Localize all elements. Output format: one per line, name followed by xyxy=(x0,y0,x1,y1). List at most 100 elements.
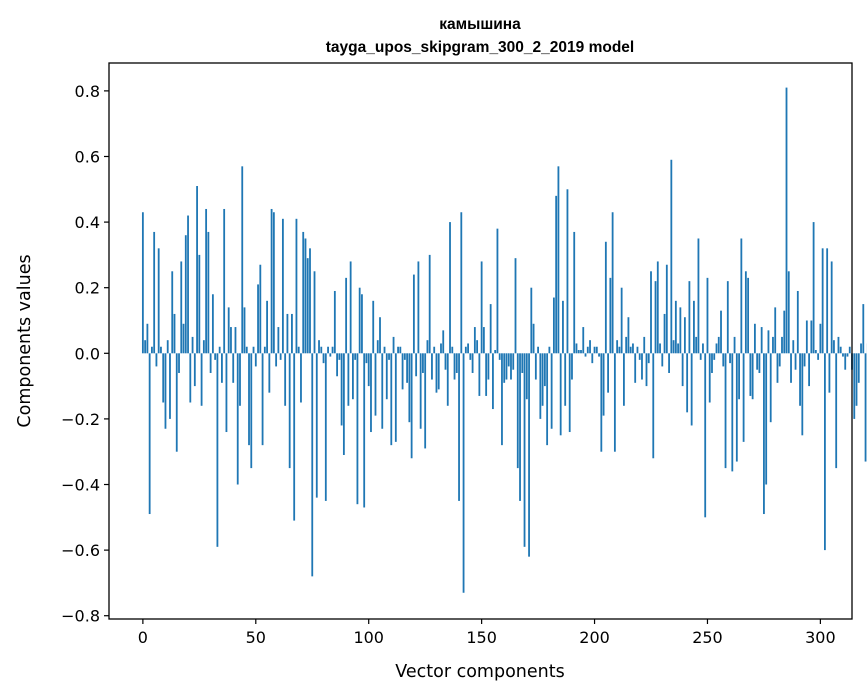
bar-141 xyxy=(460,212,463,354)
bar-154 xyxy=(489,304,492,354)
bar-225 xyxy=(650,271,652,354)
bar-288 xyxy=(792,340,795,354)
bar-166 xyxy=(516,353,519,469)
y-axis-label: Components values xyxy=(15,254,35,427)
bar-315 xyxy=(853,353,856,419)
bar-13 xyxy=(171,271,174,354)
bar-255 xyxy=(717,336,720,354)
x-tick-label: 50 xyxy=(246,628,266,647)
bar-110 xyxy=(390,353,393,446)
bar-249 xyxy=(704,353,707,518)
bar-197 xyxy=(586,346,589,354)
bar-290 xyxy=(796,290,799,354)
bar-89 xyxy=(342,353,345,455)
bar-1 xyxy=(144,340,147,354)
bar-259 xyxy=(726,281,729,354)
bar-294 xyxy=(805,320,808,354)
bar-266 xyxy=(742,353,745,442)
bar-74 xyxy=(309,248,311,354)
bar-231 xyxy=(663,313,666,354)
bar-281 xyxy=(776,353,779,383)
bar-279 xyxy=(772,336,774,354)
bar-309 xyxy=(839,346,842,354)
bar-142 xyxy=(462,353,465,593)
x-tick-label: 300 xyxy=(805,628,836,647)
bar-286 xyxy=(787,271,790,354)
bar-10 xyxy=(164,353,167,429)
bar-2 xyxy=(146,323,149,354)
bar-159 xyxy=(501,353,503,446)
bar-242 xyxy=(688,281,691,354)
bar-129 xyxy=(433,346,436,354)
bar-122 xyxy=(417,261,420,354)
bar-series xyxy=(141,87,867,593)
bar-87 xyxy=(338,353,341,360)
bar-243 xyxy=(690,353,693,426)
bar-69 xyxy=(297,346,300,354)
bar-131 xyxy=(437,353,440,390)
bar-237 xyxy=(677,343,680,354)
bar-217 xyxy=(632,343,634,354)
bar-35 xyxy=(221,353,223,383)
bar-207 xyxy=(609,277,612,354)
bar-203 xyxy=(600,353,603,452)
bar-152 xyxy=(485,353,488,396)
bar-285 xyxy=(785,87,788,354)
bar-245 xyxy=(695,336,698,354)
bar-319 xyxy=(862,304,865,354)
bar-102 xyxy=(372,300,375,354)
bar-305 xyxy=(830,261,833,354)
bar-238 xyxy=(679,307,682,354)
bar-55 xyxy=(266,300,268,354)
bar-22 xyxy=(191,336,194,354)
bar-104 xyxy=(376,340,379,354)
bar-227 xyxy=(654,281,657,354)
bar-57 xyxy=(270,208,273,354)
bar-247 xyxy=(699,353,702,360)
bar-177 xyxy=(541,353,544,406)
bar-235 xyxy=(672,340,675,354)
bar-313 xyxy=(848,346,851,354)
bar-146 xyxy=(471,353,474,373)
bar-120 xyxy=(412,274,415,354)
bar-269 xyxy=(749,353,752,396)
bar-36 xyxy=(223,208,226,354)
bar-210 xyxy=(616,340,619,354)
bar-140 xyxy=(458,353,460,501)
bar-221 xyxy=(641,353,643,380)
bar-58 xyxy=(272,212,275,354)
bar-282 xyxy=(778,353,781,367)
bar-306 xyxy=(833,340,835,354)
bar-39 xyxy=(230,327,232,354)
bar-132 xyxy=(440,343,442,354)
bar-4 xyxy=(151,346,153,354)
bar-226 xyxy=(652,353,655,459)
bar-121 xyxy=(415,353,418,377)
bar-167 xyxy=(519,353,521,501)
x-tick-label: 100 xyxy=(353,628,384,647)
bar-198 xyxy=(589,340,591,354)
bar-103 xyxy=(374,353,377,416)
bar-184 xyxy=(557,166,560,354)
bar-125 xyxy=(424,353,427,449)
bar-273 xyxy=(758,353,761,373)
bar-233 xyxy=(668,353,670,373)
bar-312 xyxy=(846,353,849,357)
bar-95 xyxy=(356,353,359,505)
bar-228 xyxy=(656,261,659,354)
bar-145 xyxy=(469,353,472,360)
bar-114 xyxy=(399,346,402,354)
bar-77 xyxy=(315,353,318,498)
bar-246 xyxy=(697,238,700,354)
bar-211 xyxy=(618,346,621,354)
bar-6 xyxy=(155,353,158,367)
bar-156 xyxy=(494,350,497,354)
bar-292 xyxy=(801,353,804,436)
bar-297 xyxy=(812,222,815,354)
bar-63 xyxy=(284,353,287,406)
bar-133 xyxy=(442,330,445,354)
bar-162 xyxy=(507,353,510,367)
bar-83 xyxy=(329,353,332,357)
bar-196 xyxy=(584,353,587,357)
